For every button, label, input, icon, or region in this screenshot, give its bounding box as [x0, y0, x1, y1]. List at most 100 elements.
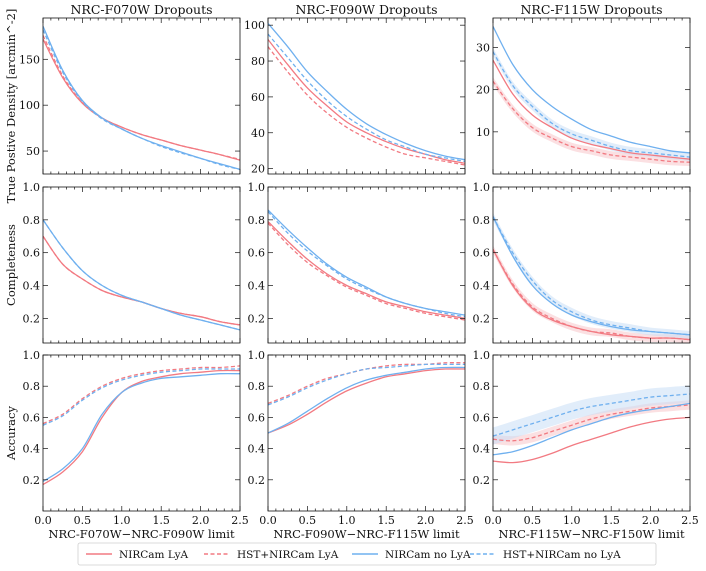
y-tick-label: 50 — [26, 145, 40, 158]
confidence-band — [493, 212, 690, 339]
series-line — [268, 39, 465, 164]
y-tick-label: 10 — [476, 126, 490, 139]
legend-item: HST+NIRCam no LyA — [470, 549, 621, 561]
y-tick-label: 0.4 — [23, 443, 41, 456]
legend-item: NIRCam no LyA — [352, 549, 471, 561]
y-tick-label: 0.6 — [23, 411, 41, 424]
series-line — [268, 221, 465, 320]
y-tick-label: 0.2 — [248, 312, 266, 325]
x-tick-label: 0.5 — [524, 514, 542, 527]
x-tick-label: 0.0 — [484, 514, 502, 527]
y-tick-label: 0.2 — [248, 474, 266, 487]
x-axis-label: NRC-F090W−NRC-F115W limit — [273, 527, 460, 541]
x-tick-label: 0.5 — [299, 514, 317, 527]
y-tick-label: 1.0 — [23, 181, 41, 194]
series-line — [493, 393, 690, 437]
y-axis-label: True Postive Density [arcmin^-2] — [4, 9, 18, 204]
series-line — [43, 219, 240, 331]
series-line — [43, 372, 240, 482]
panel-r1-c0: 0.2 0.4 0.6 0.8 1.0 Completeness — [4, 181, 241, 344]
series-line — [268, 209, 465, 316]
series-line — [43, 368, 240, 426]
legend-label: HST+NIRCam no LyA — [503, 549, 621, 561]
series-line — [493, 249, 690, 341]
y-tick-label: 0.8 — [473, 214, 491, 227]
series-line — [493, 51, 690, 158]
y-tick-label: 0.2 — [473, 312, 491, 325]
y-tick-label: 0.4 — [473, 280, 491, 293]
y-tick-label: 0.4 — [248, 280, 266, 293]
legend-label: NIRCam LyA — [119, 549, 189, 561]
series-line — [268, 46, 465, 166]
y-tick-label: 60 — [251, 91, 265, 104]
y-axis-label: Accuracy — [4, 406, 18, 461]
x-tick-label: 2.0 — [642, 514, 660, 527]
y-tick-label: 0.6 — [473, 411, 491, 424]
series-line — [493, 404, 690, 442]
y-tick-label: 20 — [476, 84, 490, 97]
x-axis-label: NRC-F070W−NRC-F090W limit — [48, 527, 235, 541]
series-line — [493, 402, 690, 456]
axes-frame — [492, 17, 691, 175]
series-layer — [43, 365, 240, 486]
series-layer — [493, 385, 690, 464]
y-tick-label: 1.0 — [473, 181, 491, 194]
legend: NIRCam LyA HST+NIRCam LyA NIRCam no LyA HST… — [77, 542, 657, 566]
confidence-band — [493, 385, 690, 445]
x-tick-label: 2.0 — [417, 514, 435, 527]
series-line — [43, 29, 240, 171]
series-line — [43, 38, 240, 161]
legend-item: HST+NIRCam LyA — [204, 549, 339, 561]
panel-r2-c0: 0.0 0.5 1.0 1.5 2.0 2.50.20.40.60.81.0NRC-F07… — [4, 349, 249, 541]
series-line — [493, 416, 690, 464]
legend-label: HST+NIRCam LyA — [237, 549, 339, 561]
panel-r0-c1: 20 40 60 80 100 NRC-F090W Dropouts — [244, 2, 466, 176]
y-tick-label: 100 — [244, 19, 265, 32]
axes-frame — [492, 354, 691, 512]
series-line — [268, 33, 465, 163]
series-layer — [43, 219, 240, 331]
panel-r0-c0: 50 100 150 NRC-F070W Dropouts True Postive D… — [4, 2, 241, 204]
panel-r1-c1: 0.2 0.4 0.6 0.8 1.0 — [248, 181, 466, 344]
x-tick-label: 1.0 — [338, 514, 356, 527]
panel-r0-c2: 10 20 30 NRC-F115W Dropouts — [476, 2, 691, 175]
series-line — [493, 216, 690, 336]
series-line — [43, 26, 240, 171]
axes-frame — [42, 17, 241, 175]
panel-title: NRC-F070W Dropouts — [70, 2, 212, 17]
panel-title: NRC-F115W Dropouts — [520, 2, 662, 17]
axes-frame — [267, 17, 466, 175]
y-tick-label: 0.6 — [248, 411, 266, 424]
series-line — [493, 59, 690, 160]
y-tick-label: 0.8 — [473, 380, 491, 393]
series-line — [493, 249, 690, 341]
x-tick-label: 0.5 — [74, 514, 92, 527]
y-tick-label: 40 — [251, 127, 265, 140]
x-tick-label: 2.5 — [231, 514, 249, 527]
y-tick-label: 0.2 — [23, 474, 41, 487]
series-line — [268, 363, 465, 406]
series-line — [268, 222, 465, 321]
series-line — [43, 35, 240, 160]
y-tick-label: 1.0 — [248, 349, 266, 362]
panel-r2-c1: 0.0 0.5 1.0 1.5 2.0 2.50.20.40.60.81.0NRC-F09… — [248, 349, 474, 541]
y-tick-label: 100 — [19, 99, 40, 112]
series-line — [43, 365, 240, 425]
confidence-band — [493, 47, 690, 161]
y-tick-label: 30 — [476, 42, 490, 55]
y-tick-label: 0.2 — [23, 312, 41, 325]
y-tick-label: 1.0 — [473, 349, 491, 362]
x-tick-label: 0.0 — [259, 514, 277, 527]
x-tick-label: 1.0 — [563, 514, 581, 527]
x-tick-label: 1.5 — [152, 514, 170, 527]
series-line — [493, 26, 690, 154]
y-tick-label: 20 — [251, 163, 265, 176]
y-tick-label: 80 — [251, 55, 265, 68]
panel-r1-c2: 0.2 0.4 0.6 0.8 1.0 — [473, 181, 691, 344]
x-tick-label: 1.5 — [602, 514, 620, 527]
confidence-band — [493, 77, 690, 167]
panel-title: NRC-F090W Dropouts — [295, 2, 437, 17]
y-tick-label: 0.6 — [248, 247, 266, 260]
panel-r2-c2: 0.0 0.5 1.0 1.5 2.0 2.50.20.40.60.81.0NRC-F11… — [473, 349, 699, 541]
